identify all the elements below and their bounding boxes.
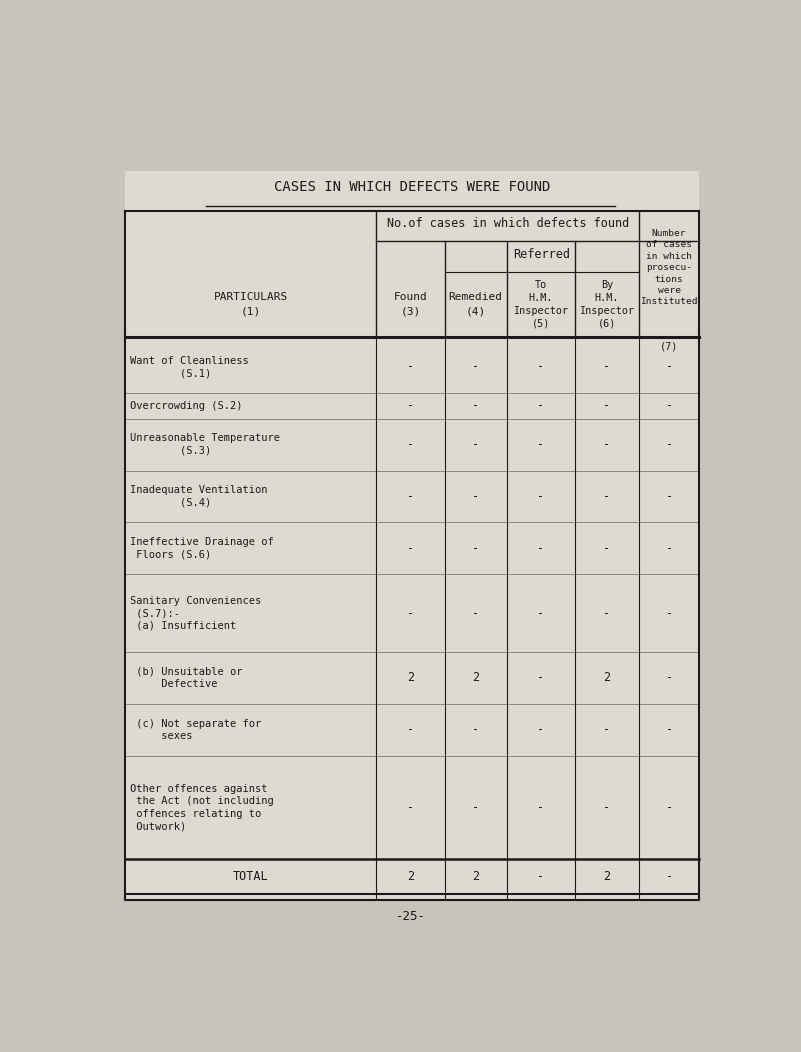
Text: -: - (472, 490, 479, 503)
Text: -: - (537, 542, 545, 554)
Text: 2: 2 (603, 671, 610, 685)
Text: 2: 2 (603, 870, 610, 884)
Text: -: - (537, 671, 545, 685)
Text: -: - (472, 399, 479, 412)
Text: -: - (407, 490, 414, 503)
Text: -: - (603, 723, 610, 736)
Text: -: - (472, 361, 479, 373)
Text: Inadequate Ventilation
        (S.4): Inadequate Ventilation (S.4) (130, 485, 268, 508)
Text: 2: 2 (472, 671, 479, 685)
Text: (7): (7) (660, 342, 678, 351)
Text: -: - (666, 490, 673, 503)
Text: (b) Unsuitable or
     Defective: (b) Unsuitable or Defective (130, 667, 243, 689)
Text: -: - (472, 438, 479, 451)
Text: Referred: Referred (513, 247, 570, 261)
Text: -: - (666, 361, 673, 373)
Text: -: - (407, 801, 414, 814)
Text: Found
(3): Found (3) (393, 292, 428, 317)
Text: -: - (407, 399, 414, 412)
Text: -: - (537, 438, 545, 451)
Text: Want of Cleanliness
        (S.1): Want of Cleanliness (S.1) (130, 356, 248, 378)
Text: -: - (603, 801, 610, 814)
Text: -: - (407, 438, 414, 451)
Text: -: - (407, 361, 414, 373)
Text: -: - (603, 542, 610, 554)
Text: No.of cases in which defects found: No.of cases in which defects found (387, 218, 629, 230)
Text: -: - (603, 361, 610, 373)
Bar (125, 170, 699, 211)
Text: -: - (666, 607, 673, 620)
Text: -: - (666, 438, 673, 451)
Text: -: - (603, 399, 610, 412)
Text: -: - (537, 490, 545, 503)
Text: Overcrowding (S.2): Overcrowding (S.2) (130, 401, 243, 410)
Text: CASES IN WHICH DEFECTS WERE FOUND: CASES IN WHICH DEFECTS WERE FOUND (274, 180, 550, 194)
Text: -: - (666, 399, 673, 412)
Text: -: - (666, 542, 673, 554)
Text: 2: 2 (407, 671, 414, 685)
Text: -: - (666, 723, 673, 736)
Text: Ineffective Drainage of
 Floors (S.6): Ineffective Drainage of Floors (S.6) (130, 538, 274, 560)
Text: -: - (666, 671, 673, 685)
Text: -: - (537, 361, 545, 373)
Text: -: - (407, 542, 414, 554)
Text: -: - (537, 870, 545, 884)
Text: -: - (472, 607, 479, 620)
Text: Remedied
(4): Remedied (4) (449, 292, 503, 317)
Text: To
H.M.
Inspector
(5): To H.M. Inspector (5) (513, 280, 569, 328)
Text: Other offences against
 the Act (not including
 offences relating to
 Outwork): Other offences against the Act (not incl… (130, 784, 274, 831)
Text: -: - (537, 723, 545, 736)
Text: Number
of cases
in which
prosecu-
tions
were
Instituted: Number of cases in which prosecu- tions … (640, 228, 698, 306)
Text: -: - (472, 723, 479, 736)
Bar (125, 211, 699, 899)
Text: -: - (472, 801, 479, 814)
Text: 2: 2 (472, 870, 479, 884)
Text: TOTAL: TOTAL (233, 870, 268, 884)
Text: -: - (603, 607, 610, 620)
Text: (c) Not separate for
     sexes: (c) Not separate for sexes (130, 719, 261, 741)
Text: -: - (666, 870, 673, 884)
Text: Sanitary Conveniences
 (S.7):-
 (a) Insufficient: Sanitary Conveniences (S.7):- (a) Insuff… (130, 595, 261, 630)
Text: -: - (407, 723, 414, 736)
Text: Unreasonable Temperature
        (S.3): Unreasonable Temperature (S.3) (130, 433, 280, 456)
Text: -: - (603, 490, 610, 503)
Text: -25-: -25- (396, 910, 425, 923)
Text: -: - (666, 801, 673, 814)
Text: -: - (537, 399, 545, 412)
Text: 2: 2 (407, 870, 414, 884)
Text: By
H.M.
Inspector
(6): By H.M. Inspector (6) (579, 280, 634, 328)
Text: -: - (537, 801, 545, 814)
Text: PARTICULARS
(1): PARTICULARS (1) (214, 292, 288, 317)
Text: -: - (407, 607, 414, 620)
Text: -: - (472, 542, 479, 554)
Text: -: - (603, 438, 610, 451)
Text: -: - (537, 607, 545, 620)
